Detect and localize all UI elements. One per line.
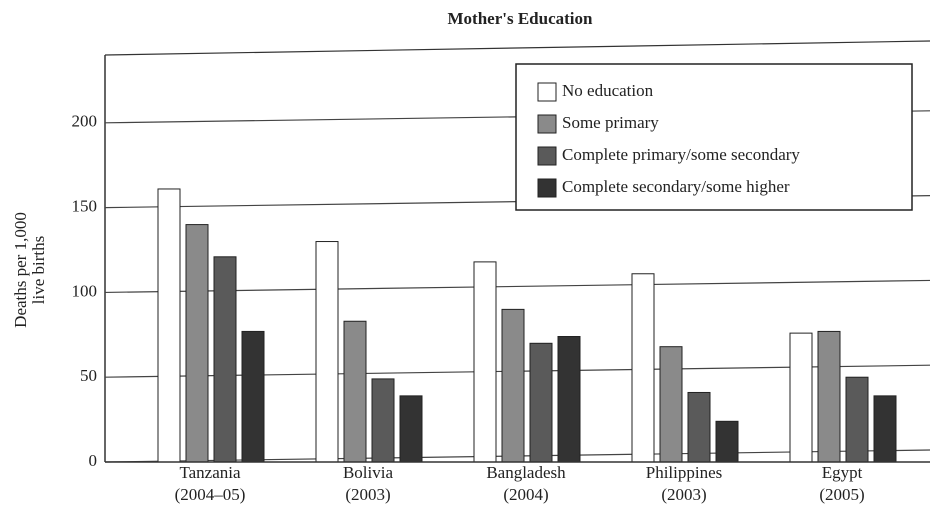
bar: [845, 376, 869, 463]
bar: [185, 224, 209, 463]
bar: [315, 241, 339, 463]
legend-swatch: [537, 178, 557, 198]
legend-label: Some primary: [562, 113, 659, 132]
plot-top: [104, 40, 930, 56]
legend-label: No education: [562, 81, 654, 100]
bar: [501, 308, 525, 463]
legend-box: [515, 63, 913, 211]
x-tick-label: (2004): [503, 485, 548, 504]
bar: [157, 188, 181, 463]
y-tick-label: 0: [89, 451, 98, 470]
bar: [241, 330, 265, 463]
x-tick-label: Bangladesh: [486, 463, 566, 482]
legend-label: Complete primary/some secondary: [562, 145, 800, 164]
x-tick-label: (2003): [345, 485, 390, 504]
x-tick-label: Egypt: [822, 463, 863, 482]
bar: [343, 320, 367, 463]
bar: [873, 395, 897, 463]
legend-swatch: [537, 114, 557, 134]
x-tick-label: Tanzania: [179, 463, 241, 482]
chart-title: Mother's Education: [448, 9, 594, 28]
legend-label: Complete secondary/some higher: [562, 177, 790, 196]
y-tick-label: 200: [72, 112, 98, 131]
x-tick-label: (2004–05): [175, 485, 246, 504]
bar: [817, 330, 841, 463]
x-tick-label: (2005): [819, 485, 864, 504]
bar: [631, 273, 655, 463]
x-tick-label: Bolivia: [343, 463, 394, 482]
bar: [715, 420, 739, 463]
y-tick-label: 100: [72, 281, 98, 300]
bar: [529, 342, 553, 463]
y-tick-label: 150: [72, 197, 98, 216]
y-axis-label: live births: [29, 236, 48, 304]
bar: [473, 261, 497, 463]
bar: [789, 332, 813, 463]
y-axis-label: Deaths per 1,000: [11, 212, 30, 328]
bar: [371, 378, 395, 463]
bar: [557, 336, 581, 463]
bar: [213, 256, 237, 463]
legend-swatch: [537, 146, 557, 166]
bar: [659, 346, 683, 463]
bar: [399, 395, 423, 463]
x-tick-label: (2003): [661, 485, 706, 504]
bar: [687, 391, 711, 463]
legend-swatch: [537, 82, 557, 102]
y-tick-label: 50: [80, 366, 97, 385]
grid-line: [104, 279, 930, 294]
x-tick-label: Philippines: [646, 463, 723, 482]
